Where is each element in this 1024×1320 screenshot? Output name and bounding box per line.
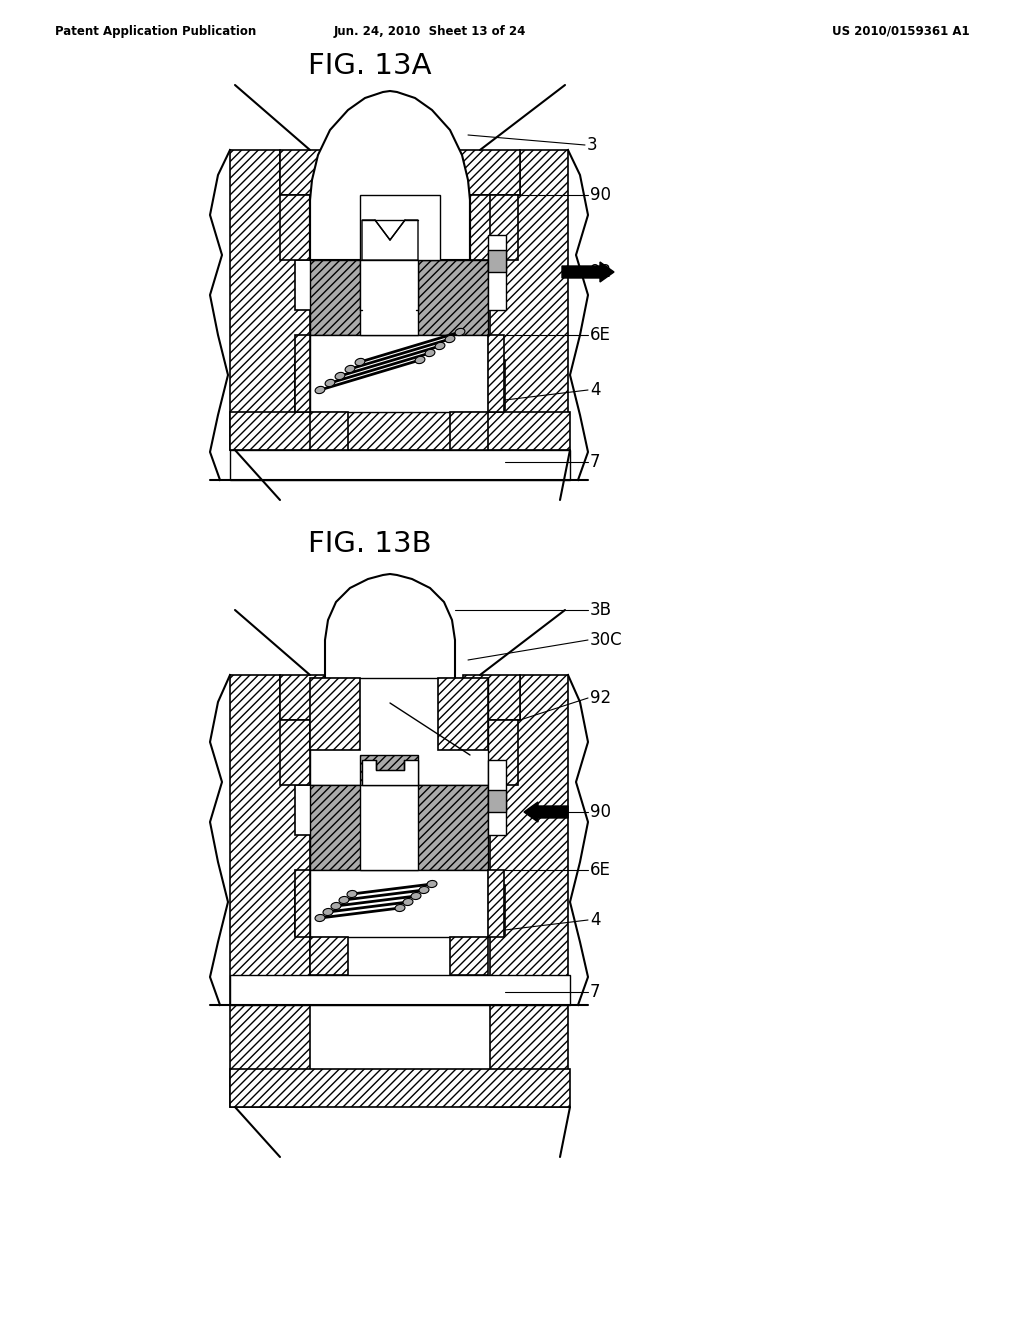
- Text: 6E: 6E: [590, 861, 611, 879]
- Polygon shape: [362, 220, 418, 260]
- Bar: [310, 678, 488, 785]
- Bar: [440, 195, 490, 260]
- Bar: [488, 335, 504, 412]
- Ellipse shape: [335, 372, 345, 380]
- Ellipse shape: [315, 387, 325, 393]
- Bar: [438, 678, 488, 750]
- Bar: [450, 937, 488, 975]
- Text: 3: 3: [587, 136, 598, 154]
- Bar: [488, 870, 504, 937]
- Bar: [360, 195, 440, 260]
- Ellipse shape: [395, 904, 404, 912]
- Polygon shape: [490, 675, 568, 1107]
- Bar: [295, 335, 310, 412]
- Ellipse shape: [435, 342, 444, 350]
- Bar: [295, 870, 310, 937]
- Bar: [280, 150, 355, 195]
- Bar: [443, 150, 520, 195]
- Polygon shape: [310, 260, 488, 335]
- Text: FIG. 13B: FIG. 13B: [308, 531, 432, 558]
- Text: FIG. 13A: FIG. 13A: [308, 51, 432, 81]
- Text: 7: 7: [590, 983, 600, 1001]
- Ellipse shape: [427, 880, 437, 887]
- Text: 4: 4: [590, 911, 600, 929]
- Bar: [310, 335, 488, 412]
- Ellipse shape: [415, 356, 425, 363]
- Polygon shape: [230, 150, 310, 450]
- Bar: [230, 412, 570, 450]
- Bar: [230, 450, 570, 480]
- Ellipse shape: [455, 329, 465, 335]
- Ellipse shape: [347, 891, 357, 898]
- Text: US 2010/0159361 A1: US 2010/0159361 A1: [833, 25, 970, 38]
- Bar: [310, 195, 360, 260]
- Ellipse shape: [339, 896, 349, 903]
- Bar: [310, 937, 348, 975]
- Bar: [450, 412, 488, 450]
- Bar: [310, 412, 348, 450]
- FancyArrow shape: [524, 803, 568, 822]
- Bar: [488, 249, 506, 272]
- Polygon shape: [362, 760, 418, 785]
- Text: 92: 92: [590, 263, 611, 281]
- Text: 3B: 3B: [590, 601, 612, 619]
- Ellipse shape: [425, 350, 435, 356]
- Bar: [310, 678, 360, 750]
- Ellipse shape: [411, 892, 421, 899]
- Ellipse shape: [355, 359, 365, 366]
- Bar: [463, 675, 520, 719]
- Bar: [488, 789, 506, 812]
- Text: 30C: 30C: [590, 631, 623, 649]
- Text: 90: 90: [590, 186, 611, 205]
- Polygon shape: [490, 150, 568, 450]
- Text: 90: 90: [590, 803, 611, 821]
- Bar: [280, 195, 310, 260]
- Text: 92: 92: [590, 689, 611, 708]
- Text: 4: 4: [590, 381, 600, 399]
- Ellipse shape: [315, 915, 325, 921]
- Bar: [488, 235, 506, 310]
- Ellipse shape: [325, 379, 335, 387]
- Ellipse shape: [445, 335, 455, 343]
- Ellipse shape: [403, 899, 413, 906]
- Ellipse shape: [331, 903, 341, 909]
- Bar: [360, 260, 418, 335]
- Ellipse shape: [323, 908, 333, 916]
- Ellipse shape: [419, 887, 429, 894]
- Text: Patent Application Publication: Patent Application Publication: [55, 25, 256, 38]
- Polygon shape: [310, 91, 470, 260]
- Bar: [230, 975, 570, 1005]
- Bar: [360, 785, 418, 870]
- Bar: [280, 719, 310, 785]
- Text: 6E: 6E: [590, 326, 611, 345]
- Polygon shape: [230, 675, 310, 1107]
- Bar: [280, 675, 335, 719]
- Ellipse shape: [345, 366, 355, 372]
- Bar: [488, 719, 518, 785]
- Polygon shape: [325, 574, 455, 704]
- Text: Jun. 24, 2010  Sheet 13 of 24: Jun. 24, 2010 Sheet 13 of 24: [334, 25, 526, 38]
- Polygon shape: [310, 755, 488, 870]
- Bar: [230, 1069, 570, 1107]
- Bar: [488, 195, 518, 260]
- Bar: [488, 760, 506, 836]
- Bar: [310, 870, 488, 937]
- Text: 7: 7: [590, 453, 600, 471]
- FancyArrow shape: [562, 261, 614, 282]
